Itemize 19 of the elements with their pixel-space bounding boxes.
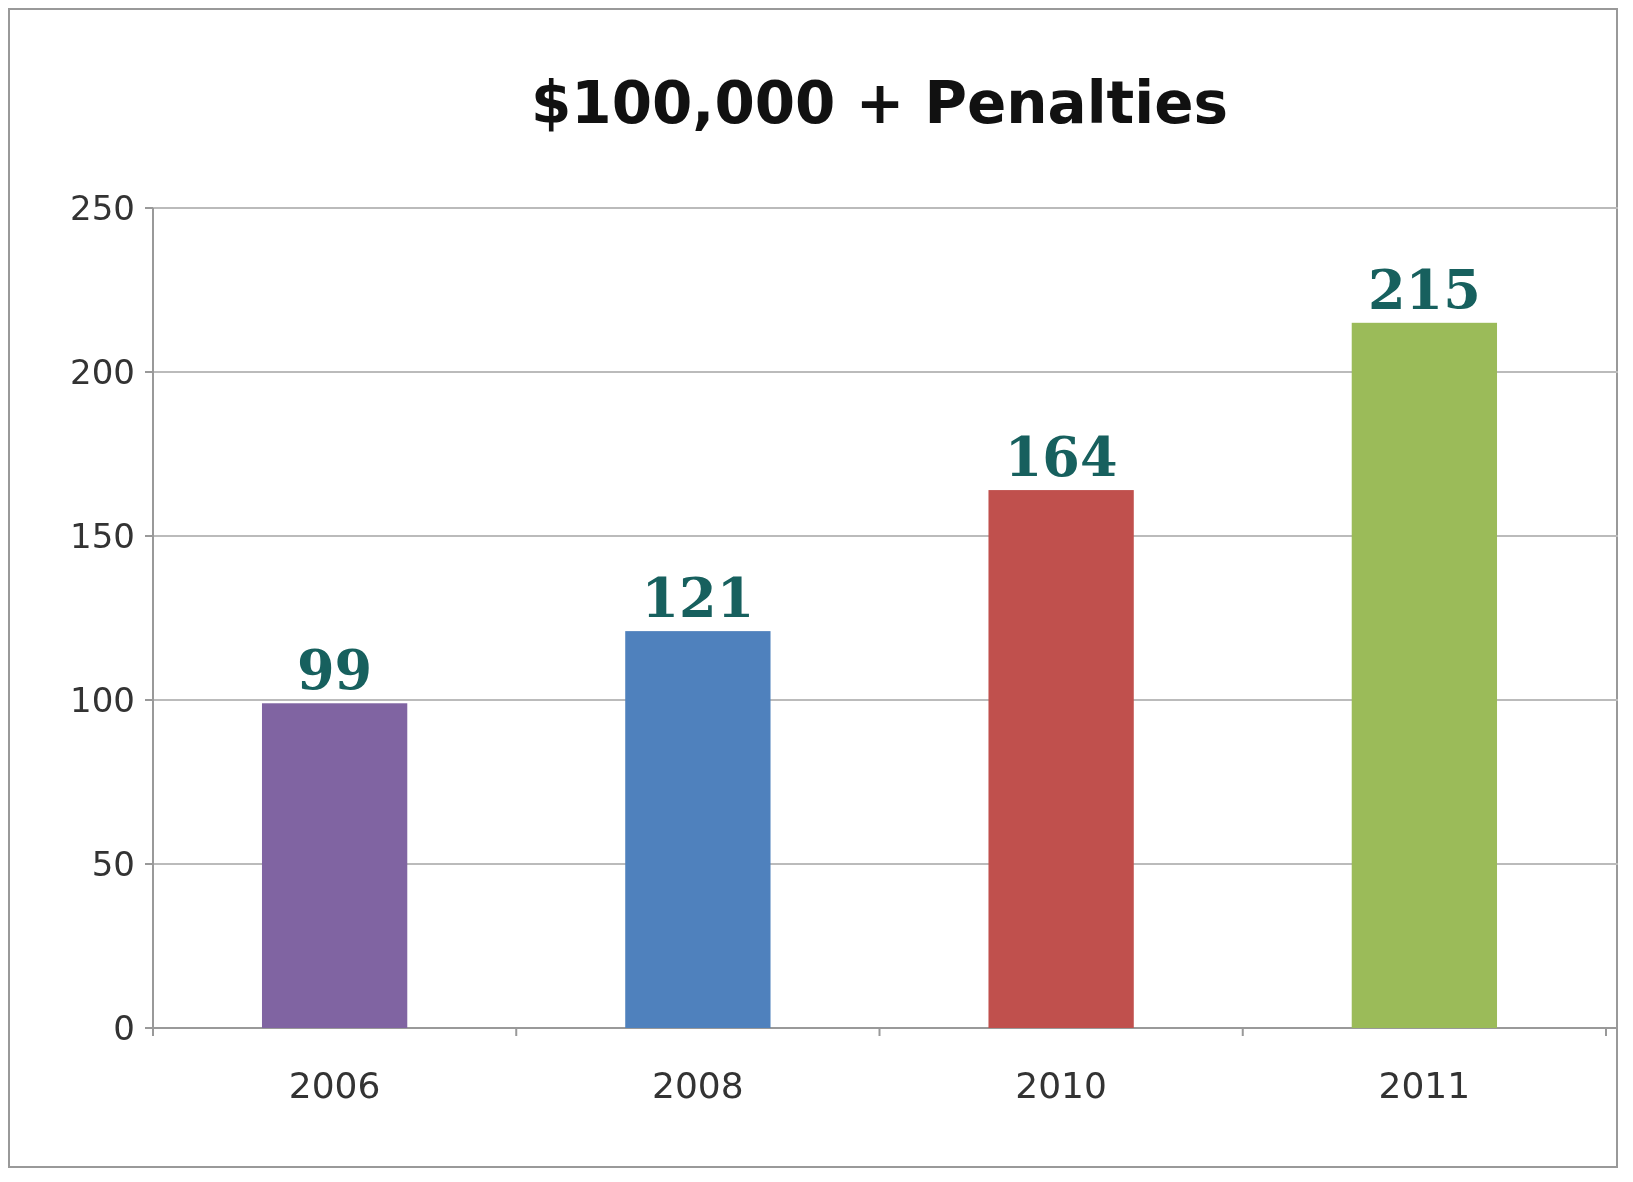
chart-title: $100,000 + Penalties [530, 69, 1229, 137]
y-tick-label: 50 [91, 843, 135, 884]
y-tick-label: 0 [113, 1007, 135, 1048]
bar [261, 703, 408, 1028]
bar [988, 490, 1134, 1028]
x-tick-label: 2006 [288, 1065, 381, 1106]
x-tick-label: 2010 [1015, 1065, 1107, 1106]
data-label: 164 [1004, 425, 1118, 490]
y-tick-label: 150 [70, 515, 135, 556]
y-tick-label: 250 [70, 187, 135, 228]
y-tick-label: 200 [70, 351, 135, 392]
data-label: 215 [1368, 257, 1481, 322]
y-tick-label: 100 [70, 679, 135, 720]
bar [625, 631, 771, 1028]
bar [1351, 322, 1498, 1028]
x-tick-label: 2008 [652, 1065, 744, 1106]
data-label: 121 [641, 566, 755, 631]
x-tick-label: 2011 [1378, 1065, 1471, 1106]
data-label: 99 [297, 638, 373, 703]
